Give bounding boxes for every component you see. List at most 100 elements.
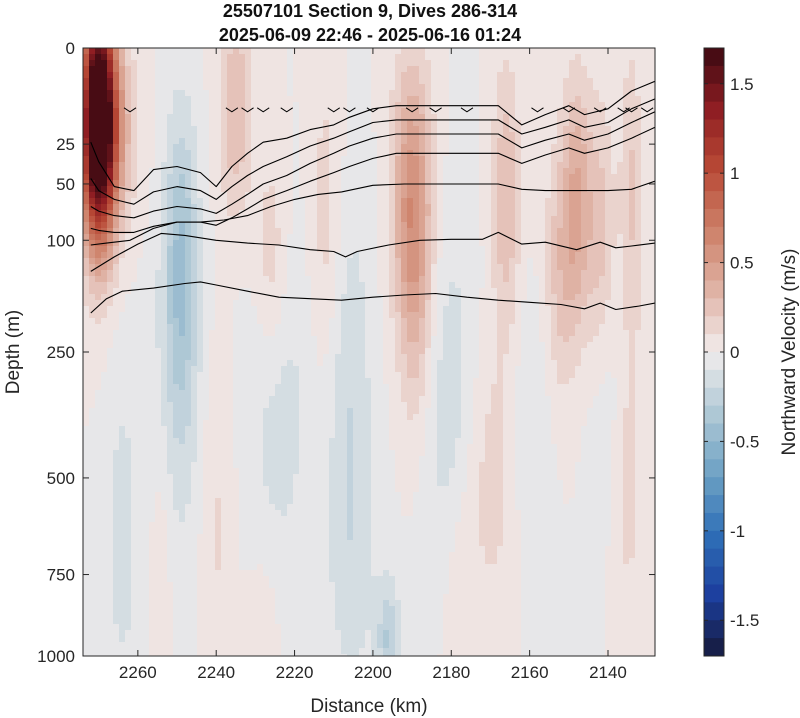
- field-cell: [281, 150, 288, 157]
- field-cell: [263, 324, 270, 331]
- field-cell: [245, 600, 252, 607]
- field-cell: [371, 120, 378, 127]
- field-cell: [209, 456, 216, 463]
- field-cell: [173, 624, 180, 631]
- field-cell: [125, 588, 132, 595]
- field-cell: [323, 48, 330, 55]
- field-cell: [341, 144, 348, 151]
- field-cell: [365, 576, 372, 583]
- field-cell: [251, 306, 258, 313]
- field-cell: [335, 540, 342, 547]
- field-cell: [281, 558, 288, 565]
- field-cell: [311, 498, 318, 505]
- field-cell: [233, 558, 240, 565]
- field-cell: [215, 522, 222, 529]
- field-cell: [299, 126, 306, 133]
- field-cell: [299, 186, 306, 193]
- field-cell: [197, 204, 204, 211]
- field-cell: [101, 318, 108, 325]
- field-cell: [209, 90, 216, 97]
- field-cell: [365, 552, 372, 559]
- field-cell: [269, 624, 276, 631]
- field-cell: [275, 618, 282, 625]
- field-cell: [179, 516, 186, 523]
- field-cell: [131, 546, 138, 553]
- field-cell: [341, 330, 348, 337]
- field-cell: [239, 654, 246, 656]
- field-cell: [239, 426, 246, 433]
- field-cell: [287, 258, 294, 265]
- field-cell: [221, 336, 228, 343]
- field-cell: [137, 192, 144, 199]
- field-cell: [239, 552, 246, 559]
- field-cell: [263, 216, 270, 223]
- field-cell: [329, 276, 336, 283]
- field-cell: [251, 270, 258, 277]
- field-cell: [119, 630, 126, 637]
- field-cell: [305, 534, 312, 541]
- field-cell: [263, 534, 270, 541]
- field-cell: [173, 234, 180, 241]
- field-cell: [143, 486, 150, 493]
- field-cell: [311, 240, 318, 247]
- field-cell: [365, 612, 372, 619]
- field-cell: [119, 534, 126, 541]
- field-cell: [239, 618, 246, 625]
- field-cell: [155, 378, 162, 385]
- field-cell: [341, 270, 348, 277]
- field-cell: [143, 330, 150, 337]
- field-cell: [149, 642, 156, 649]
- field-cell: [113, 90, 120, 97]
- field-cell: [83, 438, 90, 445]
- field-cell: [317, 198, 324, 205]
- field-cell: [353, 414, 360, 421]
- field-cell: [209, 474, 216, 481]
- field-cell: [323, 414, 330, 421]
- field-cell: [263, 348, 270, 355]
- field-cell: [329, 216, 336, 223]
- field-cell: [341, 576, 348, 583]
- field-cell: [191, 60, 198, 67]
- field-cell: [173, 612, 180, 619]
- field-cell: [155, 624, 162, 631]
- field-cell: [227, 618, 234, 625]
- field-cell: [335, 276, 342, 283]
- field-cell: [107, 180, 114, 187]
- field-cell: [125, 528, 132, 535]
- field-cell: [137, 546, 144, 553]
- field-cell: [269, 468, 276, 475]
- field-cell: [221, 612, 228, 619]
- field-cell: [275, 420, 282, 427]
- field-cell: [143, 498, 150, 505]
- field-cell: [89, 288, 96, 295]
- field-cell: [143, 222, 150, 229]
- field-cell: [131, 108, 138, 115]
- field-cell: [149, 228, 156, 235]
- field-cell: [323, 612, 330, 619]
- field-cell: [113, 450, 120, 457]
- field-cell: [305, 414, 312, 421]
- field-cell: [305, 438, 312, 445]
- field-cell: [167, 96, 174, 103]
- field-cell: [191, 54, 198, 61]
- field-cell: [263, 414, 270, 421]
- field-cell: [311, 276, 318, 283]
- field-cell: [317, 228, 324, 235]
- field-cell: [107, 204, 114, 211]
- field-cell: [281, 168, 288, 175]
- field-cell: [233, 432, 240, 439]
- field-cell: [107, 594, 114, 601]
- field-cell: [173, 72, 180, 79]
- field-cell: [305, 654, 312, 656]
- field-cell: [293, 246, 300, 253]
- field-cell: [335, 216, 342, 223]
- field-cell: [359, 462, 366, 469]
- field-cell: [227, 372, 234, 379]
- field-cell: [161, 252, 168, 259]
- field-cell: [263, 594, 270, 601]
- field-cell: [119, 306, 126, 313]
- field-cell: [305, 408, 312, 415]
- field-cell: [251, 576, 258, 583]
- field-cell: [245, 606, 252, 613]
- field-cell: [263, 606, 270, 613]
